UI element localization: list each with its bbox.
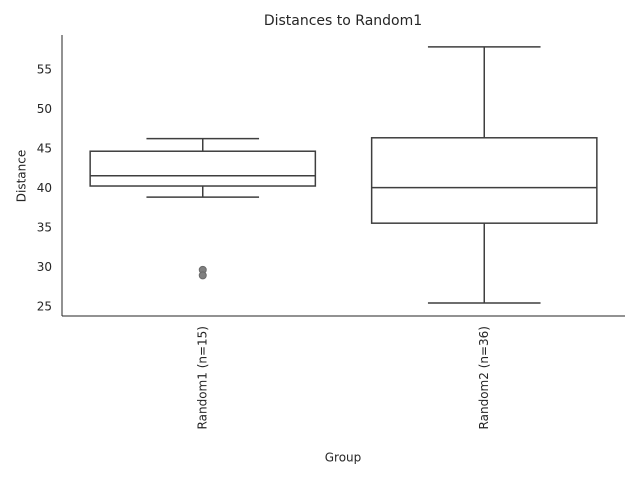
y-tick-label: 50	[37, 102, 52, 116]
y-tick-label: 40	[37, 181, 52, 195]
box	[89, 150, 317, 187]
y-tick-label: 25	[37, 299, 52, 313]
box	[370, 137, 598, 224]
chart-title: Distances to Random1	[264, 13, 422, 29]
x-axis-label: Group	[325, 451, 362, 465]
x-tick-label: Random1 (n=15)	[195, 326, 209, 429]
y-tick-label: 35	[37, 220, 52, 234]
y-tick-label: 45	[37, 141, 52, 155]
outlier	[198, 271, 207, 280]
y-tick-label: 55	[37, 62, 52, 76]
x-tick-label: Random2 (n=36)	[477, 326, 491, 429]
y-axis-label: Distance	[15, 150, 29, 202]
y-tick-label: 30	[37, 260, 52, 274]
